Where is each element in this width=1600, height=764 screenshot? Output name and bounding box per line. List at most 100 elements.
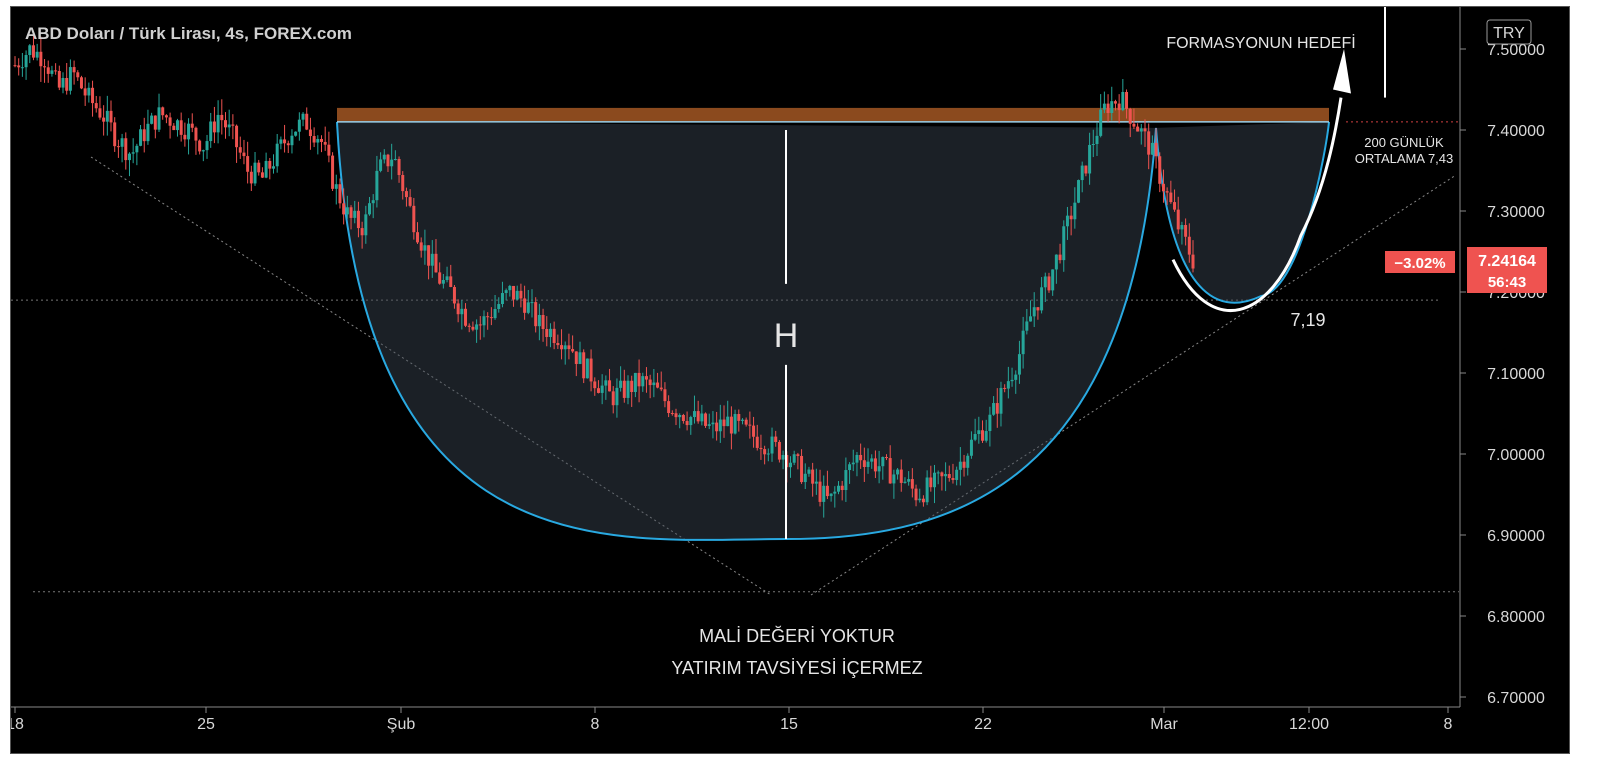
candle-body — [1091, 144, 1095, 146]
candle-body — [692, 411, 696, 418]
candle-body — [685, 421, 689, 426]
candle-body — [608, 380, 612, 392]
y-tick-label: 7.40000 — [1487, 123, 1545, 140]
candle-body — [1032, 307, 1036, 317]
candle-body — [257, 162, 261, 173]
candle-body — [1088, 144, 1092, 174]
target-arrow-head — [1333, 49, 1351, 94]
candle-body — [20, 67, 24, 69]
candle-body — [862, 460, 866, 467]
candle-body — [1006, 381, 1010, 389]
candle-body — [76, 72, 80, 78]
candle-body — [556, 343, 560, 346]
candle-body — [1080, 165, 1084, 181]
candle-body — [892, 474, 896, 484]
candle-body — [814, 481, 818, 484]
candle-body — [955, 469, 959, 480]
candle-body — [482, 316, 486, 326]
candle-body — [844, 470, 848, 491]
candle-body — [327, 144, 331, 156]
candle-body — [194, 127, 198, 141]
candle-body — [711, 422, 715, 425]
candle-body — [489, 317, 493, 319]
candle-body — [150, 115, 154, 124]
candle-body — [475, 324, 479, 330]
currency-box[interactable] — [1486, 19, 1532, 45]
candle-body — [1121, 91, 1125, 111]
candle-body — [670, 413, 674, 415]
candle-body — [238, 147, 242, 153]
candle-body — [183, 134, 187, 140]
candle-body — [560, 345, 564, 350]
candle-body — [116, 146, 120, 148]
candle-body — [275, 143, 279, 167]
candle-body — [914, 488, 918, 501]
candle-body — [873, 458, 877, 472]
candle-body — [113, 122, 117, 147]
candle-body — [622, 380, 626, 398]
candle-body — [13, 65, 17, 67]
candle-body — [1010, 379, 1014, 382]
candle-body — [744, 419, 748, 425]
candle-body — [973, 434, 977, 440]
candle-body — [467, 325, 471, 327]
candle-body — [992, 403, 996, 415]
candle-body — [416, 232, 420, 243]
y-tick-label: 6.80000 — [1487, 609, 1545, 626]
candle-body — [940, 472, 944, 477]
candle-body — [925, 477, 929, 503]
candle-body — [471, 326, 475, 330]
candle-body — [1051, 269, 1055, 291]
candle-body — [320, 138, 324, 142]
candle-body — [72, 67, 76, 73]
candle-body — [604, 380, 608, 386]
candle-body — [969, 439, 973, 456]
candle-body — [988, 414, 992, 432]
candle-body — [220, 114, 224, 121]
ma-label-line2: ORTALAMA 7,43 — [1355, 151, 1454, 166]
candle-body — [50, 70, 54, 74]
candle-body — [966, 455, 970, 468]
candle-body — [190, 123, 194, 128]
candle-body — [910, 479, 914, 489]
candle-body — [24, 55, 28, 68]
candle-body — [1154, 142, 1158, 157]
disclaimer-line2: YATIRIM TAVSİYESİ İÇERMEZ — [671, 658, 922, 678]
price-chart[interactable]: 7.500007.400007.300007.200007.100007.000… — [11, 7, 1569, 753]
candle-body — [726, 416, 730, 427]
candle-body — [929, 477, 933, 488]
handle-curve — [1155, 121, 1330, 304]
candle-body — [124, 138, 128, 161]
candle-body — [368, 203, 372, 215]
candle-body — [1128, 108, 1132, 124]
candle-body — [408, 197, 412, 206]
candle-body — [120, 138, 124, 147]
candle-body — [364, 214, 368, 236]
candle-body — [390, 159, 394, 167]
candle-body — [98, 108, 102, 118]
x-tick-label: 22 — [974, 716, 992, 733]
trend-line-right — [810, 174, 1457, 596]
candle-body — [755, 436, 759, 448]
candle-body — [187, 123, 191, 140]
candle-body — [1132, 123, 1136, 127]
y-tick-label: 6.70000 — [1487, 690, 1545, 707]
candle-body — [1021, 330, 1025, 355]
candle-body — [423, 245, 427, 251]
candle-body — [770, 436, 774, 454]
candle-body — [434, 253, 438, 273]
cup-fill — [337, 121, 1156, 540]
candle-body — [984, 431, 988, 441]
candle-body — [704, 413, 708, 426]
candle-body — [212, 121, 216, 133]
candle-body — [430, 253, 434, 266]
candle-body — [1117, 103, 1121, 111]
candle-body — [859, 454, 863, 461]
x-tick-label: Şub — [387, 716, 416, 733]
candle-body — [360, 228, 364, 236]
candle-body — [884, 457, 888, 459]
y-tick-label: 7.50000 — [1487, 42, 1545, 59]
candle-body — [545, 328, 549, 337]
candle-body — [393, 158, 397, 160]
candle-body — [630, 380, 634, 393]
